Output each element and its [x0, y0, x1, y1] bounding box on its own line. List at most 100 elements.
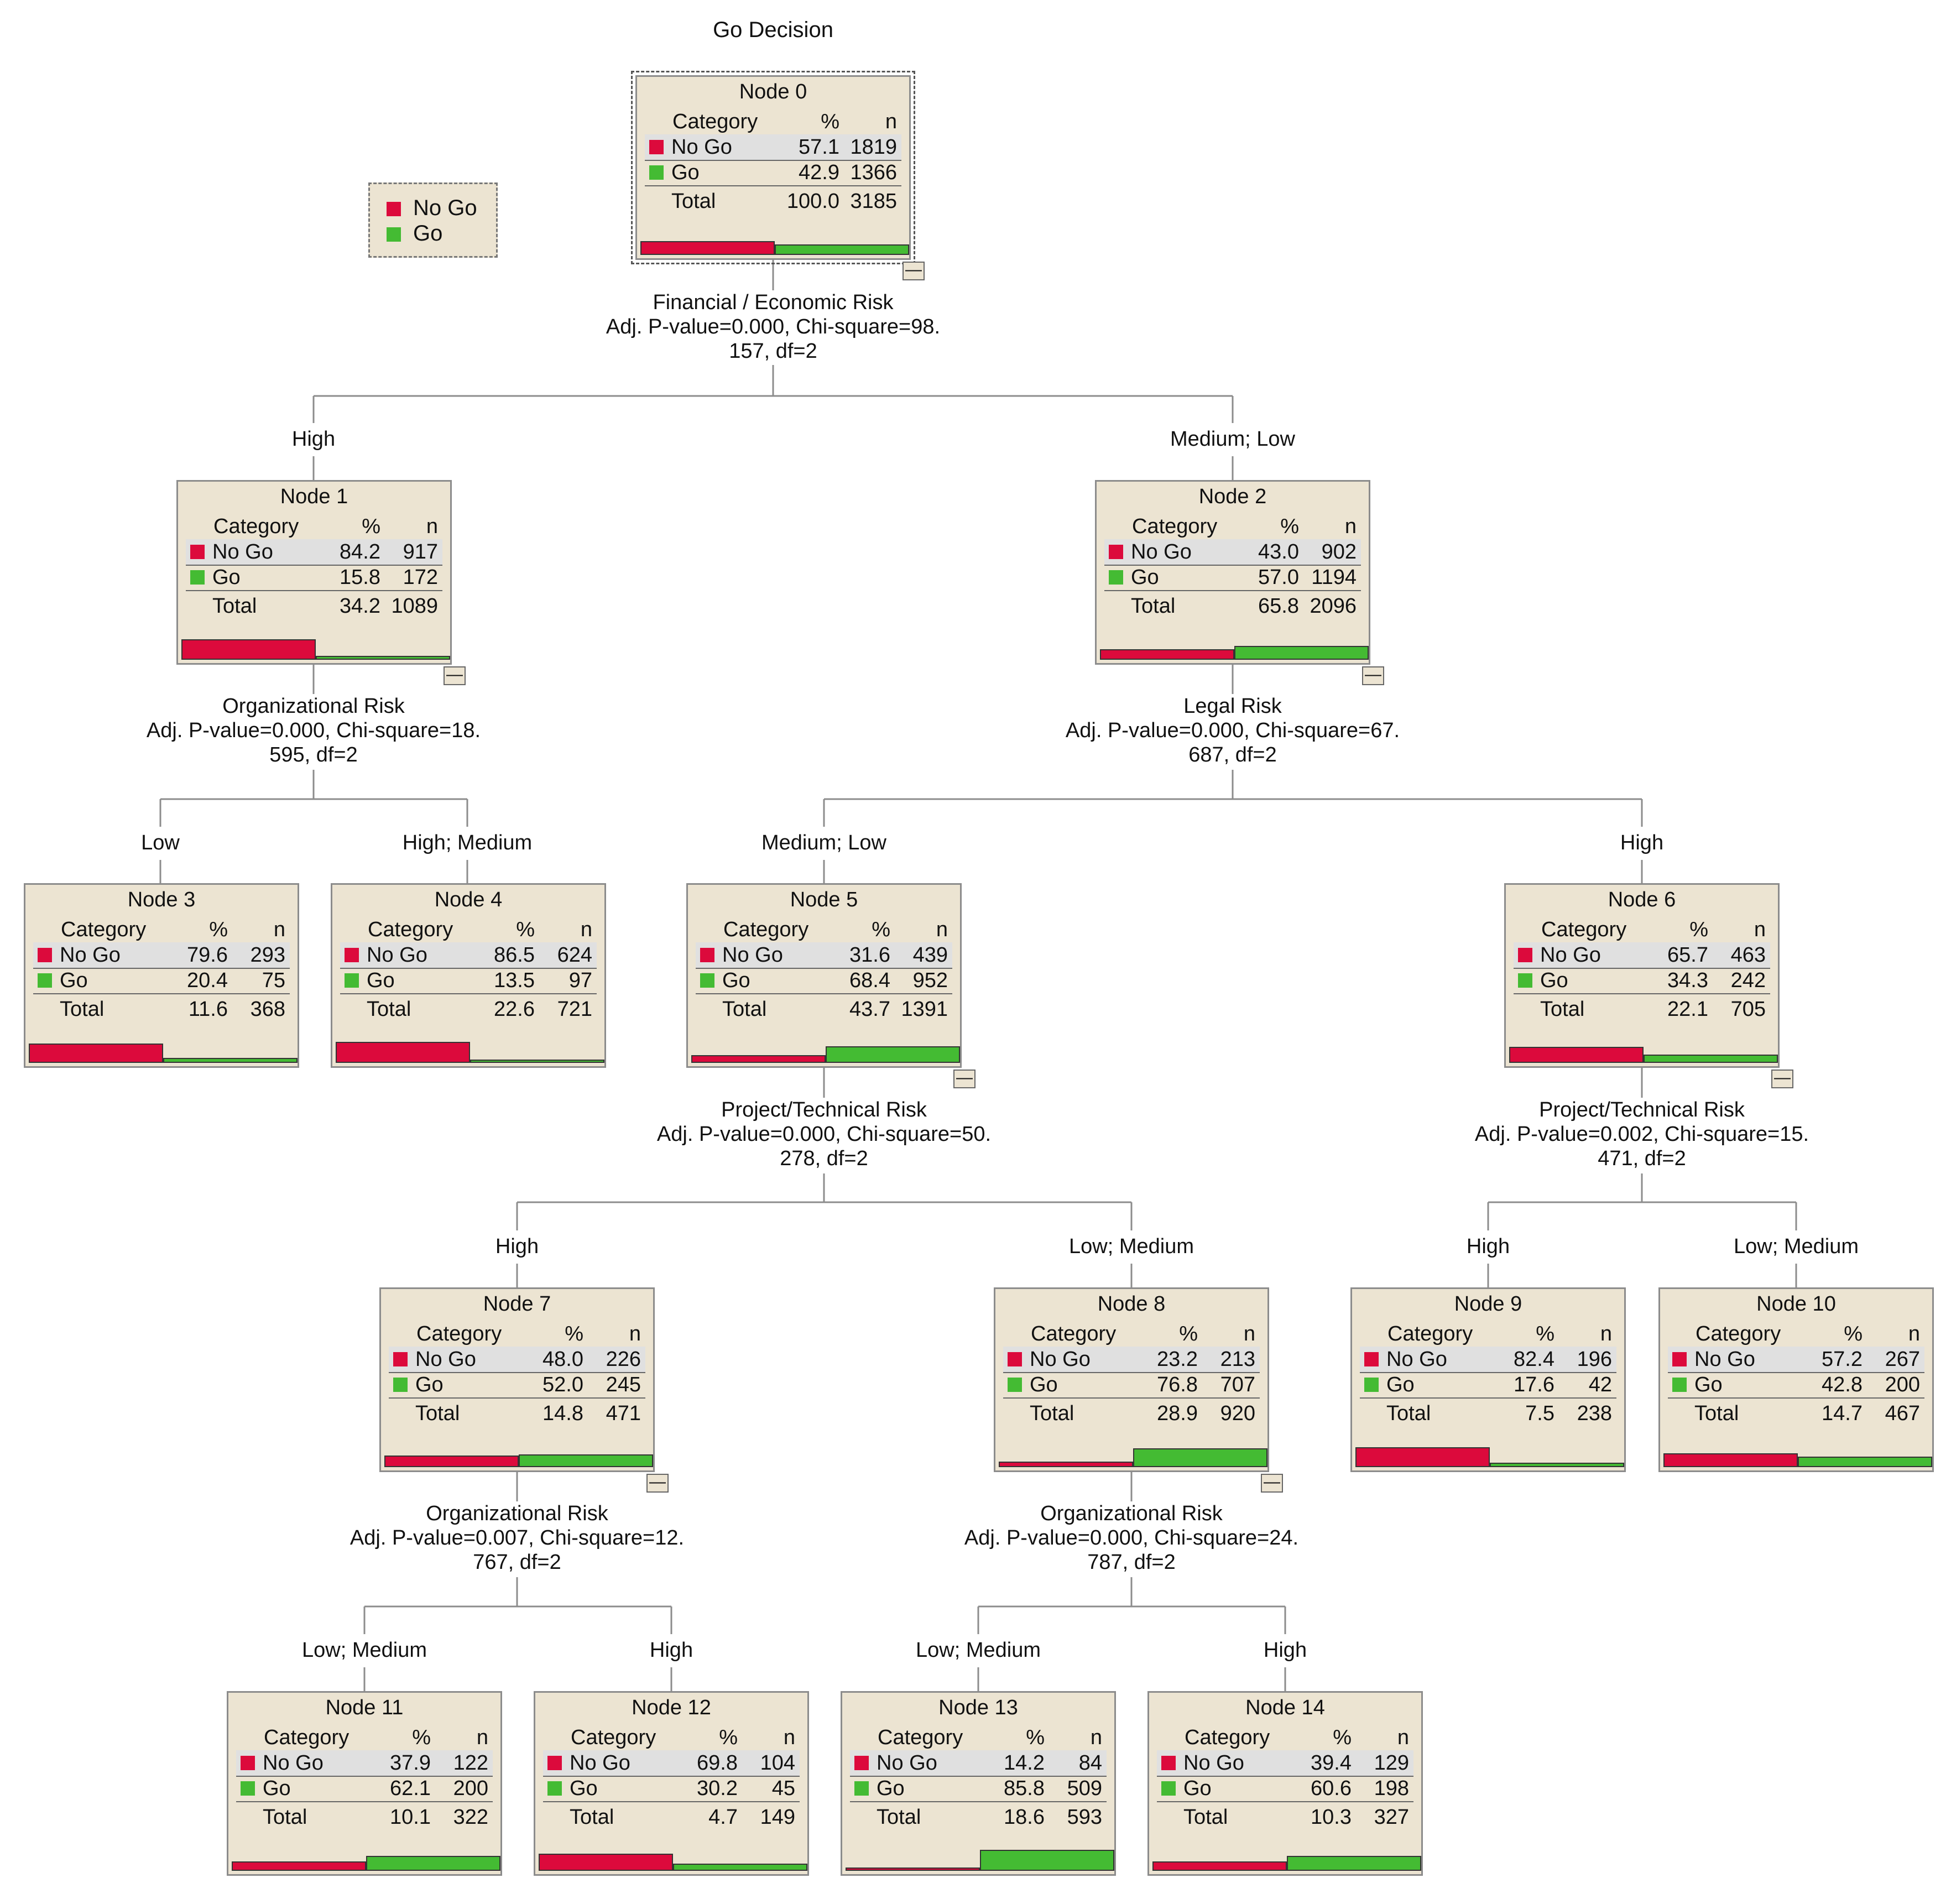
- row-label: Go: [60, 969, 88, 992]
- collapse-toggle-icon[interactable]: —: [1771, 1070, 1793, 1088]
- collapse-toggle-icon[interactable]: —: [903, 262, 925, 280]
- row-no-go: No Go 86.5 624: [340, 942, 597, 969]
- no-go-bar: [1509, 1047, 1644, 1063]
- branch-label: High; Medium: [346, 831, 589, 855]
- total-count: 3185: [850, 190, 897, 213]
- proportion-bars: [1100, 633, 1369, 660]
- split-label: Financial / Economic Risk Adj. P-value=0.…: [563, 290, 983, 363]
- row-label: No Go: [722, 943, 783, 967]
- row-label: No Go: [877, 1751, 937, 1775]
- no-go-percent: 86.5: [494, 943, 535, 967]
- table-header: Category% n: [645, 109, 901, 135]
- total-count: 327: [1374, 1806, 1409, 1829]
- table-header: Category% n: [1104, 514, 1361, 540]
- header-category: Category: [213, 515, 299, 538]
- go-swatch-icon: [1364, 1378, 1379, 1392]
- go-swatch-icon: [1161, 1781, 1176, 1796]
- row-go: Go 85.8 509: [850, 1776, 1107, 1802]
- tree-node[interactable]: Node 0 Category% n No Go 57.1 1819 Go 42.9 1366 T…: [631, 71, 925, 280]
- proportion-bars: [691, 1036, 960, 1063]
- header-n: n: [936, 918, 948, 941]
- node-label: Node 0: [739, 80, 807, 103]
- split-label: Project/Technical Risk Adj. P-value=0.002…: [1432, 1098, 1852, 1171]
- no-go-percent: 57.2: [1822, 1348, 1863, 1371]
- row-no-go: No Go 23.2 213: [1003, 1347, 1260, 1373]
- row-label: No Go: [570, 1751, 630, 1775]
- go-percent: 62.1: [390, 1777, 431, 1800]
- total-percent: 22.1: [1667, 998, 1708, 1021]
- split-variable: Project/Technical Risk: [721, 1098, 927, 1121]
- row-go: Go 15.8 172: [186, 565, 442, 591]
- header-n: n: [1397, 1726, 1409, 1749]
- header-category: Category: [1132, 515, 1218, 538]
- go-bar: [673, 1863, 807, 1871]
- go-bar: [163, 1058, 298, 1063]
- total-count: 1089: [391, 594, 438, 618]
- header-category: Category: [368, 918, 453, 941]
- header-n: n: [629, 1322, 641, 1345]
- row-label: No Go: [671, 135, 732, 159]
- no-go-percent: 48.0: [542, 1348, 583, 1371]
- header-category: Category: [1185, 1726, 1270, 1749]
- tree-node[interactable]: Node 8 Category% n No Go 23.2 213 Go 76.8 707 Tot…: [994, 1287, 1283, 1493]
- no-go-swatch-icon: [700, 948, 714, 962]
- row-go: Go 17.6 42: [1360, 1372, 1616, 1399]
- row-label: No Go: [212, 540, 273, 564]
- no-go-count: 84: [1078, 1751, 1102, 1775]
- collapse-toggle-icon[interactable]: —: [953, 1070, 976, 1088]
- go-bar: [775, 244, 909, 255]
- header-category: Category: [672, 110, 758, 133]
- collapse-toggle-icon[interactable]: —: [1362, 666, 1384, 685]
- row-label: Total: [1131, 594, 1176, 618]
- row-label: Total: [1386, 1402, 1431, 1425]
- tree-node[interactable]: Node 3 Category% n No Go 79.6 293 Go 20.4 75 Tota…: [24, 883, 299, 1068]
- tree-node[interactable]: Node 6 Category% n No Go 65.7 463 Go 34.3 242 Tot…: [1504, 883, 1793, 1088]
- row-label: Go: [1183, 1777, 1212, 1800]
- split-statistic: Adj. P-value=0.000, Chi-square=18.: [146, 719, 481, 742]
- node-label: Node 12: [632, 1696, 711, 1719]
- tree-node[interactable]: Node 1 Category% n No Go 84.2 917 Go 15.8 172 Tot…: [176, 480, 466, 685]
- go-count: 509: [1067, 1777, 1102, 1800]
- row-total: Total 22.1 705: [1514, 997, 1770, 1022]
- table-header: Category% n: [340, 917, 597, 943]
- go-percent: 42.9: [799, 161, 839, 184]
- tree-node[interactable]: Node 13 Category% n No Go 14.2 84 Go 85.8 509 Tot…: [841, 1691, 1116, 1876]
- split-variable: Project/Technical Risk: [1539, 1098, 1745, 1121]
- tree-node[interactable]: Node 12 Category% n No Go 69.8 104 Go 30.2 45 Tot…: [534, 1691, 809, 1876]
- collapse-toggle-icon[interactable]: —: [1261, 1474, 1283, 1493]
- no-go-swatch-icon: [1008, 1352, 1022, 1366]
- go-percent: 15.8: [340, 566, 380, 589]
- row-total: Total 4.7 149: [543, 1804, 800, 1830]
- no-go-swatch-icon: [393, 1352, 408, 1366]
- no-go-bar: [1100, 649, 1234, 660]
- go-count: 42: [1588, 1373, 1612, 1396]
- tree-node[interactable]: Node 10 Category% n No Go 57.2 267 Go 42.8 200 To…: [1658, 1287, 1934, 1472]
- branch-label: High: [192, 427, 435, 451]
- tree-node[interactable]: Node 4 Category% n No Go 86.5 624 Go 13.5 97 Tota…: [331, 883, 606, 1068]
- collapse-toggle-icon[interactable]: —: [444, 666, 466, 685]
- tree-node[interactable]: Node 2 Category% n No Go 43.0 902 Go 57.0 1194 To…: [1095, 480, 1384, 685]
- node-label: Node 14: [1245, 1696, 1325, 1719]
- split-variable: Organizational Risk: [222, 695, 405, 718]
- collapse-toggle-icon[interactable]: —: [646, 1474, 669, 1493]
- tree-node[interactable]: Node 9 Category% n No Go 82.4 196 Go 17.6 42 Tota…: [1350, 1287, 1626, 1472]
- row-total: Total 100.0 3185: [645, 189, 901, 214]
- total-count: 2096: [1310, 594, 1357, 618]
- tree-node[interactable]: Node 11 Category% n No Go 37.9 122 Go 62.1 200 To…: [227, 1691, 502, 1876]
- tree-node[interactable]: Node 5 Category% n No Go 31.6 439 Go 68.4 952 Tot…: [686, 883, 976, 1088]
- total-percent: 10.3: [1311, 1806, 1352, 1829]
- split-variable: Financial / Economic Risk: [653, 291, 894, 314]
- no-go-count: 439: [912, 943, 948, 967]
- go-swatch-icon: [700, 973, 714, 988]
- no-go-count: 902: [1321, 540, 1357, 564]
- row-label: No Go: [1183, 1751, 1244, 1775]
- header-percent: %: [209, 918, 228, 941]
- no-go-percent: 39.4: [1311, 1751, 1352, 1775]
- tree-node[interactable]: Node 7 Category% n No Go 48.0 226 Go 52.0 245 Tot…: [379, 1287, 669, 1493]
- header-category: Category: [416, 1322, 502, 1345]
- go-bar: [826, 1046, 960, 1063]
- header-percent: %: [1844, 1322, 1863, 1345]
- total-count: 467: [1885, 1402, 1920, 1425]
- tree-node[interactable]: Node 14 Category% n No Go 39.4 129 Go 60.6 198 To…: [1147, 1691, 1423, 1876]
- go-count: 198: [1374, 1777, 1409, 1800]
